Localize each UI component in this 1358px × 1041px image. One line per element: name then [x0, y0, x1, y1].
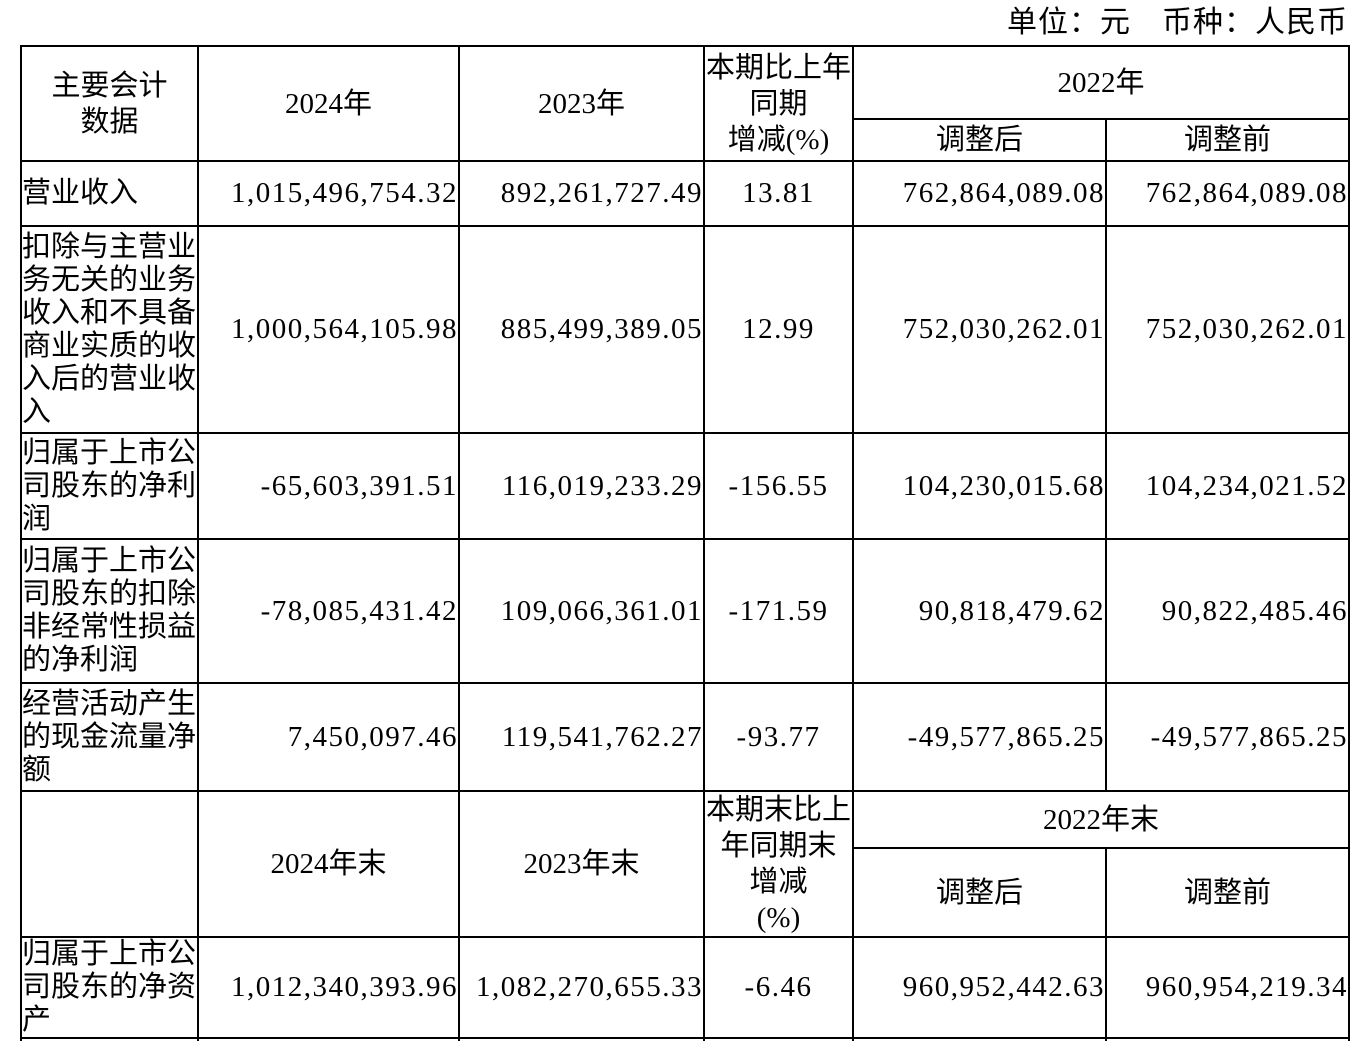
value-2023: 116,019,233.29 [458, 432, 705, 540]
value-2024: 1,012,340,393.96 [197, 936, 460, 1039]
header-2022-eoy: 2022年末 [851, 789, 1351, 850]
value-2022-adjusted-before: 960,954,219.34 [1104, 936, 1351, 1039]
value-change: -171.59 [703, 538, 854, 684]
header-yoy-change: 本期比上年 同期 增减(%) [703, 45, 854, 162]
header-2024: 2024年 [197, 45, 460, 162]
metric-label: 经营活动产生的现金流量净额 [20, 682, 199, 792]
metric-label: 归属于上市公司股东的净资产 [20, 936, 199, 1039]
table-subheader-eoy: 调整后 调整前 [21, 847, 1351, 938]
table-header-annual: 主要会计 数据 2024年 2023年 本期比上年 同期 增减(%) 2022年 [20, 45, 1351, 162]
value-2022-adjusted-after: 752,030,262.01 [852, 225, 1107, 434]
table-row: 营业收入 1,015,496,754.32 892,261,727.49 13.… [20, 160, 1351, 227]
value-2023: 109,066,361.01 [458, 538, 705, 684]
metric-label: 扣除与主营业务无关的业务收入和不具备商业实质的收入后的营业收入 [20, 225, 199, 434]
value-2022-adjusted-before: 104,234,021.52 [1104, 432, 1351, 540]
value-2022-adjusted-after: 90,818,479.62 [852, 538, 1107, 684]
value-2022-adjusted-before: -49,577,865.25 [1104, 682, 1351, 792]
table-subheader-annual: 调整后 调整前 [21, 118, 1351, 162]
metric-label: 归属于上市公司股东的扣除非经常性损益的净利润 [20, 538, 199, 684]
value-change: -93.77 [703, 682, 854, 792]
value-2023: 1,082,270,655.33 [458, 936, 705, 1039]
header-metric: 主要会计 数据 [20, 45, 199, 162]
header-adjusted-after: 调整后 [852, 847, 1107, 938]
metric-label: 归属于上市公司股东的净利润 [20, 432, 199, 540]
value-change: 13.81 [703, 160, 854, 227]
header-metric-empty [20, 790, 199, 938]
table-row: 归属于上市公司股东的净利润 -65,603,391.51 116,019,233… [20, 432, 1351, 540]
value-2024: -65,603,391.51 [197, 432, 460, 540]
metric-label: 营业收入 [20, 160, 199, 227]
value-change: -6.46 [703, 936, 854, 1039]
value-2022-adjusted-after: 104,230,015.68 [852, 432, 1107, 540]
value-change: 12.99 [703, 225, 854, 434]
table-header-eoy: 2024年末 2023年末 本期末比上 年同期末 增减 (%) 2022年末 [20, 789, 1351, 938]
value-2022-adjusted-before: 762,864,089.08 [1104, 160, 1351, 227]
value-2023: 119,541,762.27 [458, 682, 705, 792]
header-2022: 2022年 [851, 45, 1351, 120]
value-2023: 892,261,727.49 [458, 160, 705, 227]
value-2022-adjusted-after: 762,864,089.08 [852, 160, 1107, 227]
value-2022-adjusted-before: 752,030,262.01 [1104, 225, 1351, 434]
table-row: 经营活动产生的现金流量净额 7,450,097.46 119,541,762.2… [20, 682, 1351, 792]
table-row: 扣除与主营业务无关的业务收入和不具备商业实质的收入后的营业收入 1,000,56… [20, 225, 1351, 434]
header-adjusted-before: 调整前 [1104, 847, 1351, 938]
unit-currency-note: 单位：元 币种：人民币 [1007, 6, 1348, 39]
value-2024: 1,000,564,105.98 [197, 225, 460, 434]
value-2022-adjusted-after: -49,577,865.25 [852, 682, 1107, 792]
value-change: -156.55 [703, 432, 854, 540]
value-2024: 7,450,097.46 [197, 682, 460, 792]
header-2023-eoy: 2023年末 [458, 790, 705, 938]
table-row-cutoff [20, 1037, 1351, 1041]
header-adjusted-after: 调整后 [852, 118, 1107, 162]
table-row: 归属于上市公司股东的净资产 1,012,340,393.96 1,082,270… [20, 936, 1351, 1039]
header-eoy-change: 本期末比上 年同期末 增减 (%) [703, 790, 854, 938]
header-2024-eoy: 2024年末 [197, 790, 460, 938]
value-2022-adjusted-after: 960,952,442.63 [852, 936, 1107, 1039]
value-2024: 1,015,496,754.32 [197, 160, 460, 227]
header-2023: 2023年 [458, 45, 705, 162]
table-row: 归属于上市公司股东的扣除非经常性损益的净利润 -78,085,431.42 10… [20, 538, 1351, 684]
value-2022-adjusted-before: 90,822,485.46 [1104, 538, 1351, 684]
financial-table: 主要会计 数据 2024年 2023年 本期比上年 同期 增减(%) 2022年… [20, 45, 1351, 1041]
value-2023: 885,499,389.05 [458, 225, 705, 434]
value-2024: -78,085,431.42 [197, 538, 460, 684]
header-adjusted-before: 调整前 [1104, 118, 1351, 162]
